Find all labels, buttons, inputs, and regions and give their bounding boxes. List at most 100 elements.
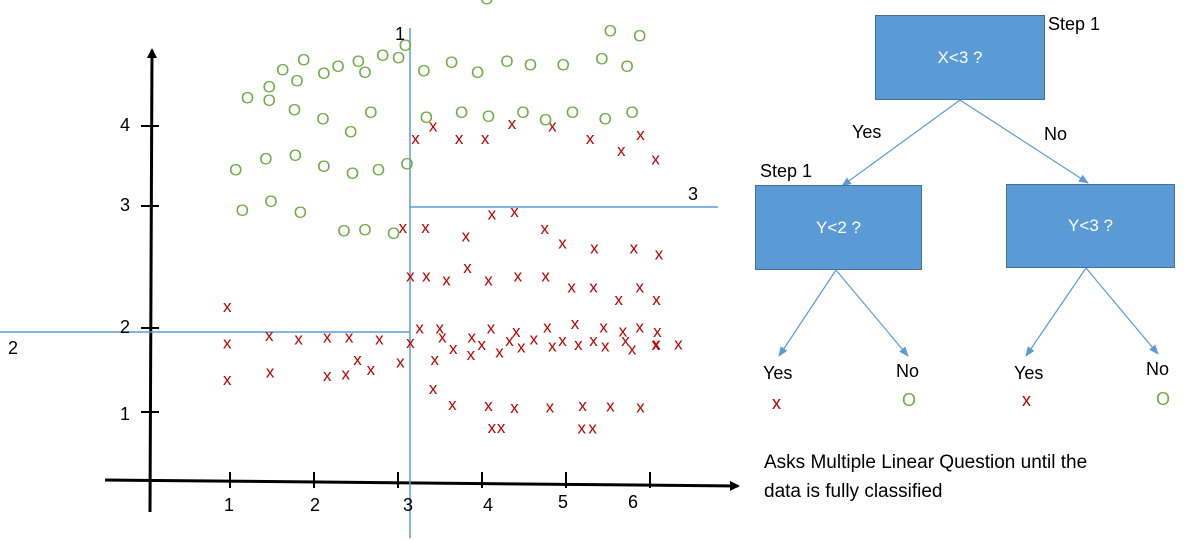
x-point: x [589,278,598,297]
x-point: x [653,322,662,341]
x-point: x [636,397,645,416]
root-yes-edge [841,99,961,187]
left-horizontal-split-label: 2 [8,338,19,358]
o-point: O [626,103,639,122]
x-point: x [586,129,595,148]
o-point: O [633,26,646,45]
x-point: x [578,396,587,415]
o-point: O [364,103,377,122]
o-point: O [294,203,307,222]
x-tick-label: 3 [403,495,414,515]
root-step-label: Step 1 [1048,14,1101,34]
x-point: x [294,330,303,349]
x-point: x [415,318,424,337]
o-point: O [445,53,458,72]
x-point: x [442,270,451,289]
x-point: x [375,330,384,349]
right-node: Y<3 ? [1006,184,1175,268]
note-line: data is fully classified [764,481,943,502]
x-point: x [438,327,447,346]
x-point: x [223,334,232,353]
x-point: x [495,343,504,362]
x-point: x [462,226,471,245]
y-tick-label: 2 [120,317,131,337]
x-point: x [353,350,362,369]
x-point: x [265,326,274,345]
o-point: O [346,164,359,183]
x-point: x [567,278,576,297]
x-point: x [578,419,587,438]
x-point: x [478,335,487,354]
o-point: O [236,201,249,220]
x-point: x [449,339,458,358]
x-point: x [463,258,472,277]
o-point: O [264,192,277,211]
o-point: O [241,89,254,108]
x-tick-label: 2 [310,495,321,515]
o-point: O [376,46,389,65]
x-point: x [510,202,519,221]
x-point: x [399,218,408,237]
o-point: O [392,48,405,67]
x-point: x [635,318,644,337]
o-point: O [297,51,310,70]
o-point: O [557,56,570,75]
x-point: x [606,397,615,416]
x-tick-label: 4 [483,495,494,515]
o-point: O [500,52,513,71]
x-point: x [508,114,517,133]
tree-edges [778,99,1159,357]
x-point: x [674,334,683,353]
x-point: x [488,418,497,437]
x-point: x [655,245,664,264]
leaf-o-mark: O [902,390,917,410]
o-point: O [387,224,400,243]
y-tick-label: 4 [120,115,131,135]
x-point: x [467,345,476,364]
explanation-note: Asks Multiple Linear Question until the … [764,448,1087,506]
o-point: O [276,60,289,79]
x-point: x [517,337,526,356]
x-point: x [422,267,431,286]
x-point: x [546,397,555,416]
o-point: O [263,78,276,97]
x-point: x [367,360,376,379]
right-question: Y<3 ? [1068,216,1113,235]
x-point: x [617,141,626,160]
x-point: x [571,314,580,333]
o-point: O [289,146,302,165]
x-axis [104,478,740,491]
o-point: O [229,161,242,180]
x-point: x [512,322,521,341]
x-point: x [558,234,567,253]
x-point: x [651,150,660,169]
x-point: x [652,334,661,353]
x-point: x [541,267,550,286]
x-point: x [455,129,464,148]
o-point: O [455,103,468,122]
x-point: x [484,396,493,415]
o-point: O [288,101,301,120]
left-node: Y<2 ? [755,185,922,270]
x-point: x [636,125,645,144]
root-no-edge [959,99,1089,184]
x-point: x [411,129,420,148]
x-point: x [406,267,415,286]
o-point: O [595,49,608,68]
x-point: x [396,353,405,372]
x-point: x [530,330,539,349]
x-point: x [548,337,557,356]
x-point: x [628,340,637,359]
o-point: O [420,108,433,127]
o-point: O [316,109,329,128]
x-point: x [599,318,608,337]
x-point: x [635,278,644,297]
o-point: O [471,63,484,82]
x-point: x [429,379,438,398]
x-point: x [488,204,497,223]
x-tick-label: 1 [224,495,235,515]
x-point: x [548,117,557,136]
x-point: x [323,327,332,346]
o-point: O [524,56,537,75]
